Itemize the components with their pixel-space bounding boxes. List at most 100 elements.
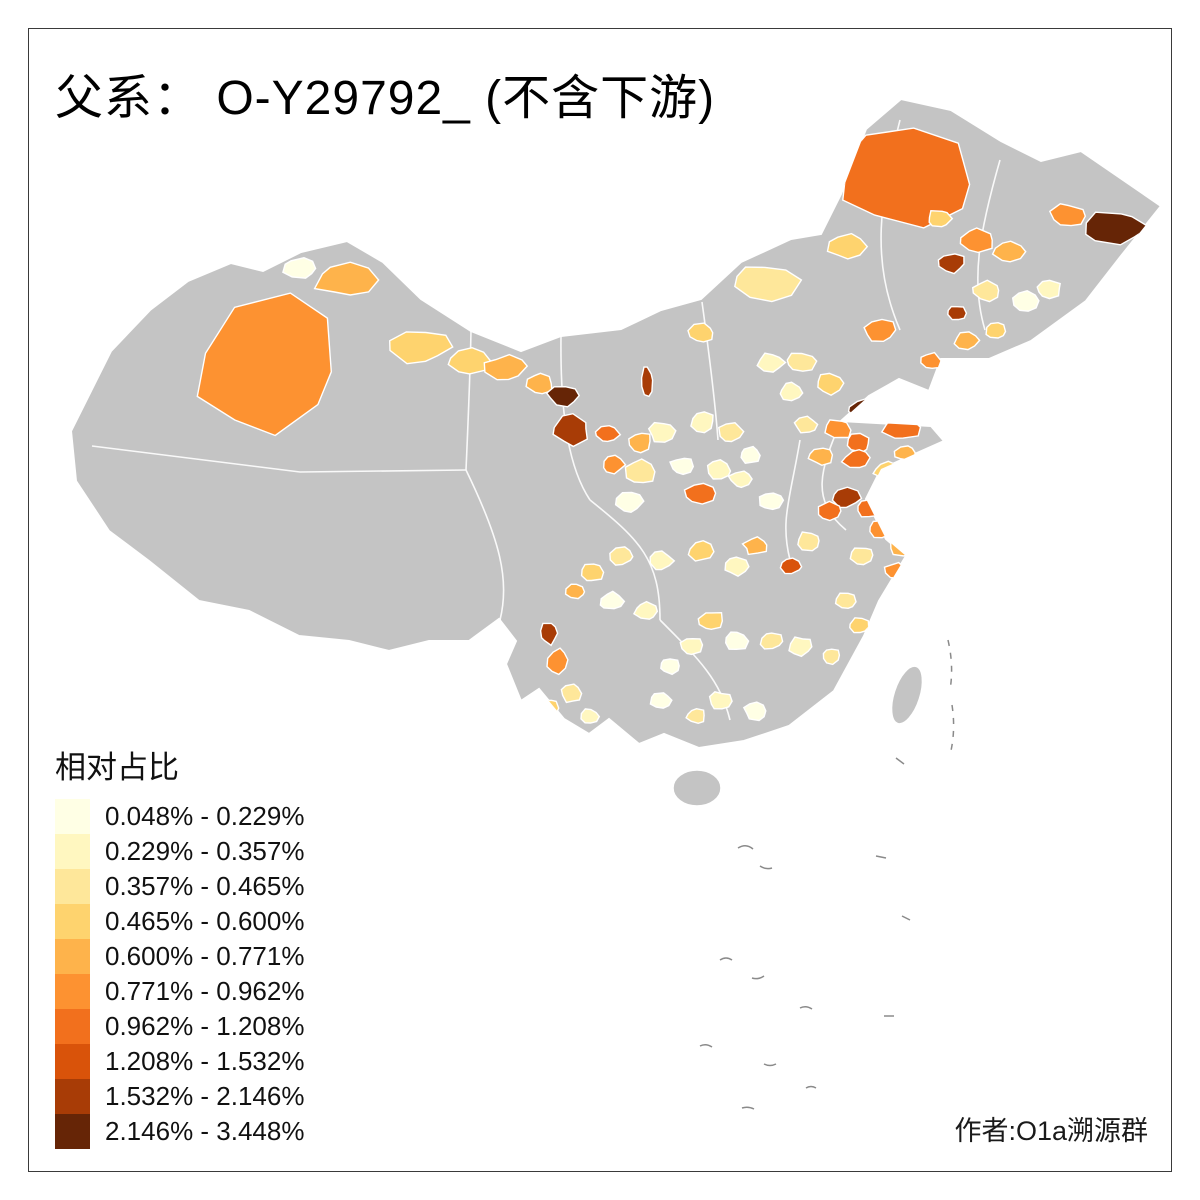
map-region — [708, 691, 733, 710]
legend-swatch — [55, 1079, 90, 1114]
map-region — [483, 353, 529, 381]
legend-title: 相对占比 — [55, 750, 179, 785]
map-region — [690, 411, 714, 434]
china-outline — [69, 97, 1163, 750]
map-region — [822, 648, 841, 666]
legend-row: 0.962% - 1.208% — [55, 1009, 304, 1044]
hainan-island — [672, 769, 722, 807]
legend-swatch — [55, 939, 90, 974]
map-region — [793, 415, 819, 434]
map-region — [683, 482, 717, 505]
map-region — [937, 253, 965, 275]
legend-swatch — [55, 1009, 90, 1044]
map-region — [817, 500, 842, 522]
legend-swatch — [55, 834, 90, 869]
map-region — [1085, 211, 1151, 246]
map-region — [679, 637, 704, 656]
legend-row: 2.146% - 3.448% — [55, 1114, 304, 1149]
map-region — [734, 266, 803, 303]
map-region — [840, 448, 871, 469]
map-region — [564, 583, 586, 600]
map-region — [388, 331, 454, 365]
legend-swatch — [55, 1114, 90, 1149]
page-title: 父系： O-Y29792_ (不含下游) — [55, 72, 716, 125]
map-region — [953, 331, 981, 351]
map-region — [831, 486, 863, 509]
map-region — [947, 305, 968, 321]
map-region — [910, 556, 932, 574]
map-region — [614, 491, 645, 514]
map-region — [786, 352, 818, 372]
map-region — [1011, 289, 1040, 312]
map-region — [560, 683, 583, 704]
map-region — [797, 531, 820, 552]
map-region — [552, 412, 589, 448]
legend-swatch — [55, 1044, 90, 1079]
legend-label: 0.357% - 0.465% — [105, 871, 305, 901]
map-region — [779, 557, 803, 575]
legend-row: 1.208% - 1.532% — [55, 1044, 304, 1079]
map-region — [727, 470, 753, 489]
legend-swatch — [55, 869, 90, 904]
map-region — [660, 658, 680, 676]
map-region — [649, 692, 673, 709]
map-region — [697, 611, 724, 631]
map-region — [594, 424, 622, 443]
map-region — [846, 432, 870, 453]
map-region — [640, 366, 654, 398]
map-region — [740, 445, 761, 465]
map-region — [928, 209, 954, 228]
map-region — [447, 346, 493, 375]
legend-row: 0.357% - 0.465% — [55, 869, 304, 904]
map-region — [920, 351, 942, 370]
map-region — [863, 318, 897, 343]
map-region — [807, 447, 834, 467]
map-region — [313, 261, 380, 296]
legend-row: 0.048% - 0.229% — [55, 799, 304, 834]
map-region — [580, 708, 601, 724]
map-region — [756, 352, 787, 373]
legend-row: 0.600% - 0.771% — [55, 939, 304, 974]
map-region — [282, 256, 317, 279]
map-region — [724, 556, 750, 578]
map-region — [539, 622, 559, 647]
map-region — [649, 550, 676, 571]
map-region — [687, 322, 714, 343]
map-region — [1048, 203, 1087, 227]
legend-swatch — [55, 799, 90, 834]
map-region — [718, 422, 745, 443]
map-region — [788, 636, 813, 658]
map-region — [647, 421, 677, 443]
map-region — [624, 458, 656, 484]
map-region — [599, 590, 626, 610]
map-region — [609, 546, 634, 566]
legend: 相对占比 0.048% - 0.229% 0.229% - 0.357% 0.357… — [55, 742, 304, 1149]
legend-row: 0.229% - 0.357% — [55, 834, 304, 869]
map-region — [758, 492, 785, 511]
map-region — [779, 381, 804, 402]
map-region — [724, 631, 750, 651]
map-region — [857, 498, 883, 518]
map-region — [1036, 279, 1062, 300]
taiwan-island — [890, 665, 924, 725]
map-region — [971, 279, 1000, 303]
map-region — [889, 535, 912, 557]
legend-label: 0.771% - 0.962% — [105, 976, 305, 1006]
legend-label: 0.048% - 0.229% — [105, 801, 305, 831]
map-region — [254, 249, 272, 269]
author-credit: 作者:O1a溯源群 — [954, 1116, 1148, 1146]
legend-row: 0.771% - 0.962% — [55, 974, 304, 1009]
map-region — [985, 321, 1007, 339]
south-china-sea-islands — [699, 639, 955, 1110]
legend-label: 0.600% - 0.771% — [105, 941, 305, 971]
legend-label: 0.229% - 0.357% — [105, 836, 305, 866]
map-region — [632, 600, 659, 620]
map-region — [849, 617, 870, 634]
map-region — [706, 459, 732, 480]
legend-label: 1.208% - 1.532% — [105, 1046, 305, 1076]
map-region — [959, 227, 993, 254]
legend-label: 2.146% - 3.448% — [105, 1116, 305, 1146]
map-region — [880, 416, 922, 439]
legend-label: 0.962% - 1.208% — [105, 1011, 305, 1041]
